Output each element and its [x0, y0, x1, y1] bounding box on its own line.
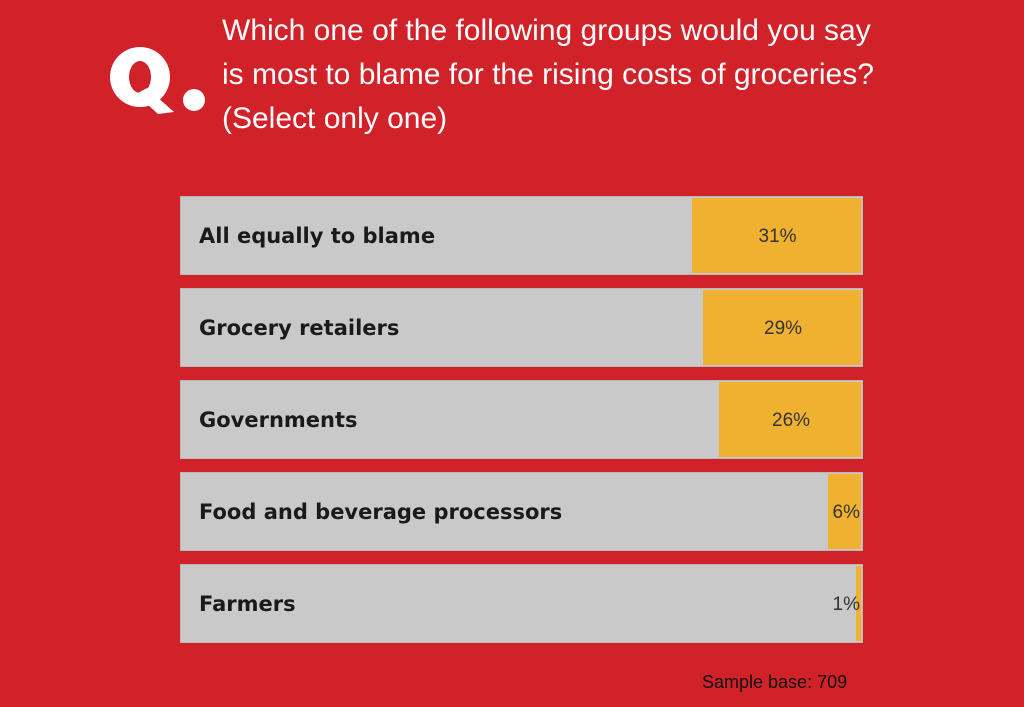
bar-row: Grocery retailers 29%	[180, 288, 863, 367]
bar-value-label: 6%	[832, 502, 860, 523]
bar-value-label: 1%	[832, 594, 860, 615]
bar-category-label: Grocery retailers	[199, 316, 400, 340]
bar-row: All equally to blame 31%	[180, 196, 863, 275]
sample-base-note: Sample base: 709	[702, 672, 848, 692]
bar-row: Farmers 1%	[180, 564, 863, 643]
bar-value-label: 29%	[764, 318, 803, 339]
bar-value-fill	[703, 290, 861, 365]
bar-row: Governments 26%	[180, 380, 863, 459]
bar-value-fill	[692, 198, 861, 273]
bar-value-label: 31%	[758, 226, 797, 247]
bar-value-fill	[828, 474, 861, 549]
bar-value-fill	[719, 382, 861, 457]
question-mark-logo	[102, 38, 212, 118]
question-line-3: (Select only one)	[222, 102, 448, 135]
bar-value-fill	[856, 566, 861, 641]
bar-category-label: Food and beverage processors	[199, 500, 563, 524]
bar-category-label: Farmers	[199, 592, 296, 616]
bar-row: Food and beverage processors 6%	[180, 472, 863, 551]
q-mark-icon	[110, 47, 205, 114]
bar-value-label: 26%	[772, 410, 811, 431]
question-text: Which one of the following groups would …	[222, 9, 922, 141]
bar-category-label: All equally to blame	[199, 224, 436, 248]
bar-chart: All equally to blame 31% Grocery retailers…	[180, 196, 863, 646]
question-line-2: is most to blame for the rising costs of…	[222, 58, 874, 91]
question-line-1: Which one of the following groups would …	[222, 14, 871, 47]
bar-category-label: Governments	[199, 408, 358, 432]
